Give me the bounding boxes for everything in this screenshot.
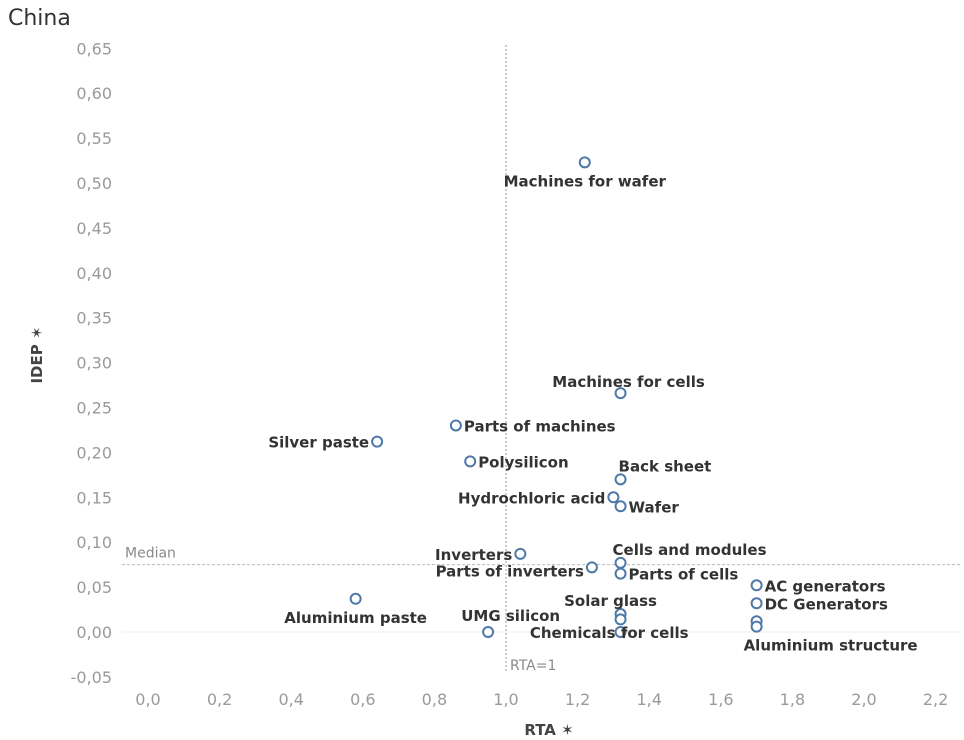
data-point <box>464 455 477 468</box>
data-label: Cells and modules <box>613 541 767 559</box>
y-tick-label: 0,10 <box>76 533 112 552</box>
data-labels: Machines for wafer Machines for cells Part… <box>268 172 917 654</box>
x-tick-label: 1,0 <box>493 690 518 709</box>
data-label: Back sheet <box>619 457 712 475</box>
y-tick-label: 0,50 <box>76 174 112 193</box>
x-tick-label: 2,0 <box>851 690 876 709</box>
data-label: Silver paste <box>268 434 369 452</box>
data-point <box>614 387 627 400</box>
y-tick-label: 0,25 <box>76 399 112 418</box>
data-label: Chemicals for cells <box>530 624 689 642</box>
data-label: Aluminium paste <box>284 609 427 627</box>
data-label: Machines for wafer <box>504 172 667 190</box>
x-tick-label: 0,2 <box>207 690 232 709</box>
data-point <box>750 579 763 592</box>
y-tick-label: 0,35 <box>76 309 112 328</box>
median-reference-label: Median <box>125 546 176 562</box>
y-tick-label: 0,40 <box>76 264 112 283</box>
data-label: AC generators <box>765 577 886 595</box>
y-tick-label: -0,05 <box>71 668 112 687</box>
x-tick-label: 1,2 <box>565 690 590 709</box>
data-point <box>449 419 462 432</box>
data-label: Parts of machines <box>464 417 616 435</box>
y-tick-label: 0,60 <box>76 84 112 103</box>
data-point <box>371 435 384 448</box>
x-axis-title: RTA ✶ <box>524 721 573 739</box>
x-axis-ticks: 0,0 0,2 0,4 0,6 0,8 1,0 1,2 1,4 1,6 1,8 2,0 2,2 <box>135 690 948 709</box>
x-tick-label: 1,6 <box>708 690 733 709</box>
data-label: Machines for cells <box>552 373 705 391</box>
x-tick-label: 1,4 <box>636 690 661 709</box>
data-point <box>614 473 627 486</box>
y-tick-label: 0,65 <box>76 39 112 58</box>
reference-lines: RTA=1 Median <box>122 45 962 674</box>
data-point <box>614 556 627 569</box>
data-point <box>482 626 495 638</box>
x-tick-label: 1,8 <box>780 690 805 709</box>
data-points <box>349 156 763 638</box>
data-label: Aluminium structure <box>744 637 918 655</box>
data-label: Solar glass <box>564 592 657 610</box>
data-label: DC Generators <box>765 595 888 613</box>
data-point <box>578 156 591 169</box>
data-point <box>607 491 620 504</box>
x-tick-label: 0,6 <box>350 690 375 709</box>
y-tick-label: 0,20 <box>76 443 112 462</box>
data-point <box>614 613 627 626</box>
y-tick-label: 0,00 <box>76 623 112 642</box>
data-label: Hydrochloric acid <box>458 489 605 507</box>
data-label: Inverters <box>435 546 512 564</box>
data-point <box>614 567 627 580</box>
data-label: Parts of inverters <box>436 562 584 580</box>
data-point <box>750 597 763 610</box>
data-point <box>614 626 627 638</box>
y-tick-label: 0,45 <box>76 219 112 238</box>
y-tick-label: 0,30 <box>76 354 112 373</box>
x-tick-label: 2,2 <box>923 690 948 709</box>
data-label: UMG silicon <box>461 607 560 625</box>
y-tick-label: 0,15 <box>76 488 112 507</box>
data-label: Polysilicon <box>478 453 568 471</box>
data-label: Parts of cells <box>629 566 739 584</box>
y-tick-label: 0,55 <box>76 129 112 148</box>
data-point <box>514 547 527 560</box>
y-axis-ticks: 0,65 0,60 0,55 0,50 0,45 0,40 0,35 0,30 0,25 0,20… <box>71 39 112 687</box>
chart-title: China <box>8 6 71 31</box>
x-tick-label: 0,4 <box>278 690 303 709</box>
y-tick-label: 0,05 <box>76 578 112 597</box>
x-tick-label: 0,8 <box>422 690 447 709</box>
data-point <box>750 620 763 633</box>
data-point <box>614 500 627 513</box>
data-point <box>585 561 598 574</box>
data-label: Wafer <box>629 498 680 516</box>
y-axis-title: IDEP ✶ <box>28 326 46 383</box>
data-point <box>349 592 362 605</box>
rta-reference-label: RTA=1 <box>510 658 556 674</box>
x-tick-label: 0,0 <box>135 690 160 709</box>
